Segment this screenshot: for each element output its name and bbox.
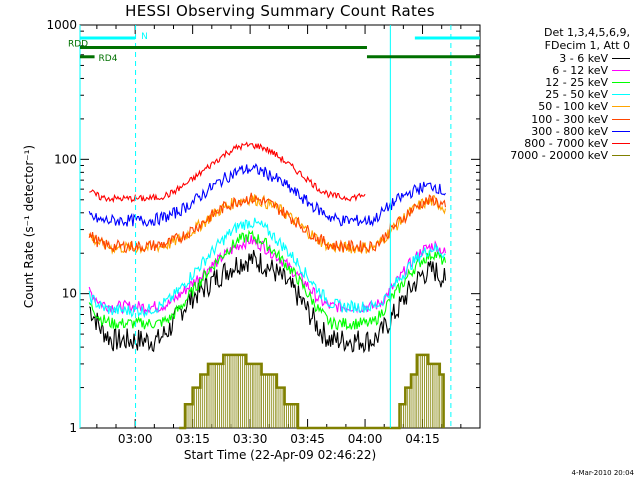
series-line-3 [88, 217, 446, 319]
legend-item: 7000 - 20000 keV [484, 149, 630, 163]
flag-label-rd4: RD4 [99, 54, 118, 64]
y-tick-label: 1000 [46, 18, 77, 32]
series-line-7 [89, 141, 366, 204]
legend-header-line-1: Det 1,3,4,5,6,9, [543, 26, 630, 39]
legend-swatch [612, 69, 630, 71]
y-axis-label: Count Rate (s⁻¹ detector⁻¹) [22, 145, 36, 308]
flag-label-n: N [141, 32, 148, 42]
series-line-2 [88, 229, 447, 331]
label-layer: 1 10 100 1000 03:00 03:15 03:30 03:45 04:00 04:15… [22, 18, 440, 462]
legend-item-label: 6 - 12 keV [552, 63, 608, 77]
footer-date: 4-Mar-2010 20:04 [571, 469, 634, 477]
x-tick-label: 03:15 [175, 432, 210, 446]
legend-item: 6 - 12 keV [484, 63, 630, 77]
legend-swatch [612, 94, 630, 96]
y-tick-label: 100 [54, 152, 77, 166]
legend-swatch [612, 130, 630, 132]
legend-swatch [612, 106, 630, 108]
x-axis-label: Start Time (22-Apr-09 02:46:22) [184, 448, 376, 462]
chart-title: HESSI Observing Summary Count Rates [125, 2, 435, 20]
legend-rows: 3 - 6 keV 6 - 12 keV 12 - 25 keV 25 - 50 ke… [484, 52, 630, 162]
legend-item: 100 - 300 keV [484, 112, 630, 126]
series-layer [88, 141, 447, 430]
x-tick-label: 04:15 [405, 432, 440, 446]
legend-item-label: 3 - 6 keV [559, 51, 608, 65]
legend-item: 800 - 7000 keV [484, 136, 630, 150]
legend-swatch [612, 142, 630, 144]
legend-item-label: 300 - 800 keV [531, 124, 608, 138]
x-tick-label: 03:30 [233, 432, 268, 446]
x-tick-label: 03:45 [290, 432, 325, 446]
legend-swatch [612, 118, 630, 120]
series-line-5 [88, 192, 447, 254]
legend-item: 300 - 800 keV [484, 124, 630, 138]
legend: Det 1,3,4,5,6,9, FDecim 1, Att 0 3 - 6 k… [484, 26, 630, 162]
series-line-6 [88, 162, 446, 227]
legend-item-label: 7000 - 20000 keV [510, 149, 608, 163]
legend-item-label: 800 - 7000 keV [524, 136, 608, 150]
y-tick-label: 1 [69, 421, 77, 435]
legend-swatch [612, 81, 630, 83]
plot-frame [79, 24, 481, 429]
legend-item-label: 100 - 300 keV [531, 112, 608, 126]
flag-label-rdd: RDD [68, 39, 88, 49]
legend-item-label: 50 - 100 keV [538, 100, 608, 114]
x-tick-label: 03:00 [118, 432, 153, 446]
legend-swatch [612, 57, 630, 59]
series-line-0 [88, 249, 447, 354]
y-tick-label: 10 [62, 287, 77, 301]
legend-swatch [612, 155, 630, 157]
annotation-layer [79, 25, 480, 428]
legend-item: 12 - 25 keV [484, 75, 630, 89]
legend-item: 50 - 100 keV [484, 100, 630, 114]
legend-header-line-2: FDecim 1, Att 0 [544, 39, 630, 52]
legend-item-label: 12 - 25 keV [545, 75, 608, 89]
legend-item: 25 - 50 keV [484, 88, 630, 102]
legend-item: 3 - 6 keV [484, 51, 630, 65]
series-line-4 [88, 194, 447, 255]
x-tick-label: 04:00 [348, 432, 383, 446]
axes-layer [79, 24, 481, 429]
legend-item-label: 25 - 50 keV [545, 88, 608, 102]
